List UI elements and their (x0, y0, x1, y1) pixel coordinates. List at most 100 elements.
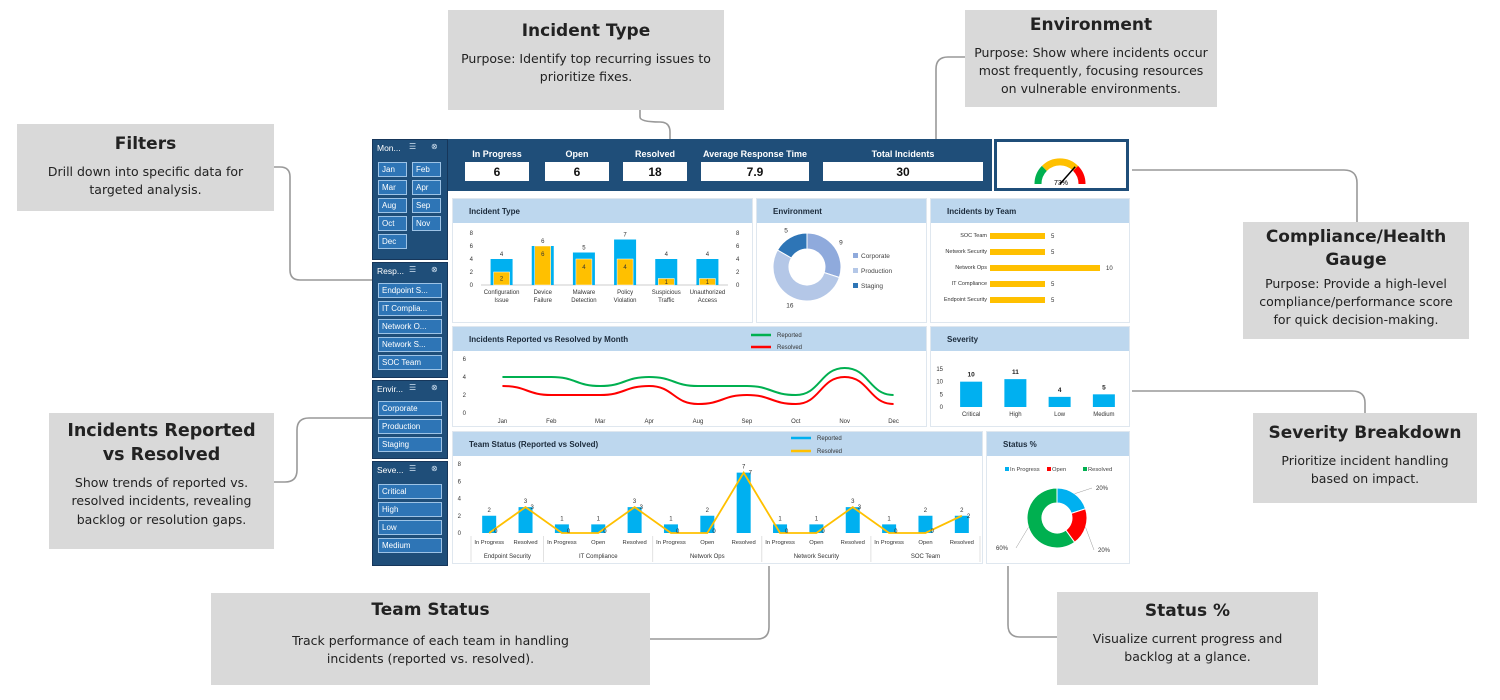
legend-resolved: Resolved (817, 449, 842, 455)
slicer-item-jan[interactable]: Jan (378, 162, 407, 177)
slicer-item-corporate[interactable]: Corporate (378, 401, 442, 416)
slicer-item-critical[interactable]: Critical (378, 484, 442, 499)
kpi-value: 30 (896, 165, 910, 179)
month-label: Aug (693, 419, 704, 425)
kpi-in-progress: In Progress 6 (464, 146, 530, 182)
y-tick-label: 4 (458, 497, 462, 503)
slicer-item-soc-team[interactable]: SOC Team (378, 355, 442, 370)
slicer-item-network-ops[interactable]: Network O... (378, 319, 442, 334)
y-tick-label: 2 (470, 270, 474, 276)
slicer-item-low[interactable]: Low (378, 520, 442, 535)
legend-label: Staging (861, 283, 883, 290)
multi-select-icon[interactable]: ☰ (409, 464, 417, 473)
kpi-label: Average Response Time (701, 147, 809, 162)
panel-environment: Environment 9 16 5 Corporate Production Stagi… (756, 198, 927, 323)
line-series-resolved (502, 375, 894, 406)
gauge-green-band (1034, 165, 1048, 185)
slice-label: 9 (839, 239, 843, 246)
bar-label: 1 (778, 516, 782, 522)
bar-resolved (575, 258, 593, 286)
kpi-value: 6 (573, 165, 581, 179)
panel-title: Incident Type (453, 199, 752, 223)
resolved-line (488, 470, 963, 534)
slicer-item-it-compliance[interactable]: IT Complia... (378, 301, 442, 316)
callout-reported-vs-resolved: Incidents Reported vs Resolved Show tren… (49, 413, 274, 549)
slicer-item-nov[interactable]: Nov (412, 216, 441, 231)
y-tick-label: 2 (458, 514, 462, 520)
slicer-item-dec[interactable]: Dec (378, 234, 407, 249)
bar-label: 3 (851, 499, 855, 505)
line-label: 0 (567, 529, 571, 535)
team-value: 5 (1051, 282, 1055, 288)
severity-label: High (1009, 412, 1021, 418)
clear-filter-icon[interactable]: ⊗ (431, 383, 438, 392)
multi-select-icon[interactable]: ☰ (409, 142, 417, 151)
panel-incidents-by-team: Incidents by Team SOC Team 5 Network Secur… (930, 198, 1130, 323)
team-status-bar (518, 507, 533, 533)
y-tick-label: 6 (470, 244, 474, 250)
bar-label: 1 (669, 516, 673, 522)
panel-title: Severity (931, 327, 1129, 351)
line-label: 3 (640, 505, 644, 511)
slicer-item-medium[interactable]: Medium (378, 538, 442, 553)
multi-select-icon[interactable]: ☰ (409, 383, 417, 392)
bar-resolved (658, 278, 675, 286)
gauge-needle (1059, 166, 1076, 185)
donut-slice (806, 232, 842, 279)
month-label: Jan (498, 419, 508, 425)
legend-swatch (1005, 467, 1009, 471)
clear-filter-icon[interactable]: ⊗ (431, 464, 438, 473)
month-label: Mar (595, 419, 605, 425)
kpi-label: Total Incidents (823, 147, 983, 162)
panel-incident-type: Incident Type 0022446688TotalResolved42C… (452, 198, 753, 323)
team-status-bar (954, 515, 969, 533)
team-value: 5 (1051, 298, 1055, 304)
slicer-item-feb[interactable]: Feb (412, 162, 441, 177)
severity-label: Critical (962, 412, 980, 418)
y-tick-label: 0 (470, 283, 474, 289)
slicer-item-production[interactable]: Production (378, 419, 442, 434)
bar-label: 1 (815, 516, 819, 522)
callout-title: Status % (1144, 601, 1231, 621)
slice-label: 20% (1096, 486, 1109, 492)
bar-label: 2 (488, 508, 492, 514)
slicer-title: Envir... (377, 384, 403, 394)
legend-label: Open (1052, 467, 1066, 473)
y-tick-label: 2 (463, 393, 467, 399)
line-label: 0 (894, 529, 898, 535)
y-tick-label: 8 (458, 462, 462, 468)
gauge-box: 73% (994, 139, 1129, 191)
slicer-item-aug[interactable]: Aug (378, 198, 407, 213)
slicer-header: Resp... ☰ ⊗ (373, 263, 447, 279)
clear-filter-icon[interactable]: ⊗ (431, 142, 438, 151)
category-label: Resolved (841, 540, 865, 546)
panel-title: Incidents by Team (931, 199, 1129, 223)
gauge-red-band (1072, 165, 1086, 185)
slicer-item-oct[interactable]: Oct (378, 216, 407, 231)
line-series-reported (502, 366, 894, 397)
severity-label: Medium (1093, 412, 1114, 418)
slicer-item-endpoint-security[interactable]: Endpoint S... (378, 283, 442, 298)
callout-title: Incident Type (521, 21, 651, 41)
severity-label: Low (1054, 412, 1066, 418)
team-status-bar (736, 472, 751, 533)
incidents-by-team-chart: SOC Team 5 Network Security 5 Network Ops 10 I… (944, 233, 1113, 304)
category-label: In Progress (656, 540, 686, 546)
slicer-item-high[interactable]: High (378, 502, 442, 517)
slicer-item-mar[interactable]: Mar (378, 180, 407, 195)
category-label: Open (591, 540, 605, 546)
multi-select-icon[interactable]: ☰ (409, 265, 417, 274)
bar-total-label: 5 (582, 246, 586, 252)
legend-resolved: Resolved (777, 345, 802, 351)
team-label: Network Security (945, 249, 987, 255)
category-label: Failure (534, 298, 553, 304)
slicer-item-apr[interactable]: Apr (412, 180, 441, 195)
dashboard: Mon... ☰ ⊗ Jan Feb Mar Apr Aug Sep Oct Nov… (372, 139, 1132, 566)
team-status-chart: Reported Resolved 0 2 4 6 8 2 In Progress 3 Resolv… (458, 436, 981, 562)
slicer-item-sep[interactable]: Sep (412, 198, 441, 213)
group-label: Network Security (794, 554, 839, 560)
slicer-item-staging[interactable]: Staging (378, 437, 442, 452)
slicer-item-network-security[interactable]: Network S... (378, 337, 442, 352)
team-value: 5 (1051, 234, 1055, 240)
clear-filter-icon[interactable]: ⊗ (431, 265, 438, 274)
